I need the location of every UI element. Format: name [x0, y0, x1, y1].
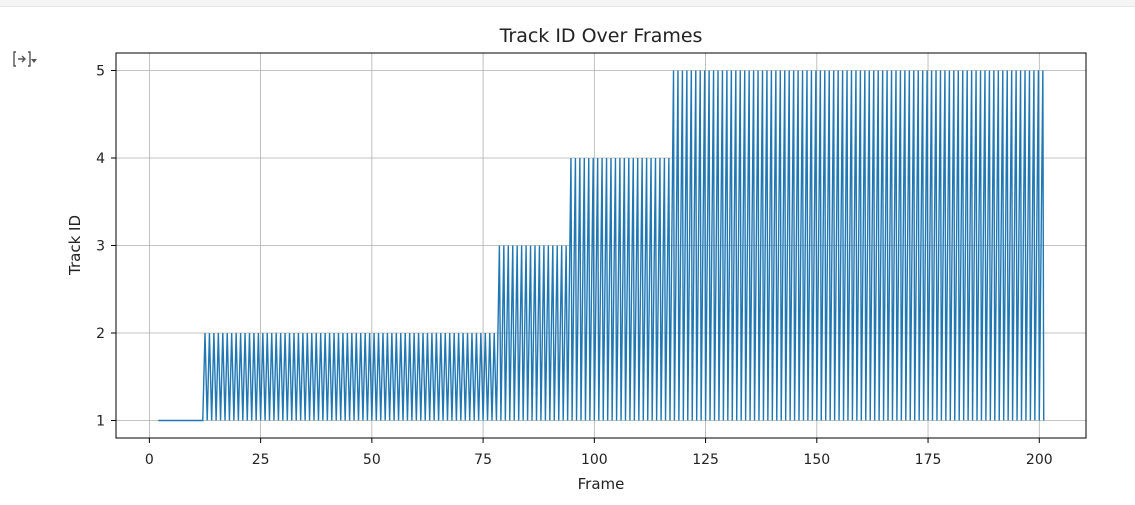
y-tick-label: 5: [96, 64, 105, 80]
x-tick-label: 150: [803, 452, 830, 468]
x-tick-label: 75: [474, 452, 492, 468]
x-tick-label: 200: [1026, 452, 1053, 468]
series-line: [158, 70, 1045, 422]
y-axis-label: Track ID: [66, 215, 84, 276]
y-axis-ticks: 1 2 3 4 5: [96, 64, 116, 430]
x-tick-label: 50: [363, 452, 381, 468]
cell-top-bar: [0, 0, 1135, 7]
x-axis-ticks: 0 25 50 75 100 125 150 175 200: [145, 438, 1053, 468]
x-axis-label: Frame: [578, 475, 625, 493]
x-tick-label: 0: [145, 452, 154, 468]
track-id-series: [158, 70, 1045, 422]
output-toggle-icon[interactable]: [10, 48, 38, 72]
chart-title: Track ID Over Frames: [499, 25, 703, 47]
y-tick-label: 2: [96, 326, 105, 342]
y-tick-label: 4: [96, 151, 105, 167]
x-tick-label: 175: [915, 452, 942, 468]
x-tick-label: 25: [252, 452, 270, 468]
x-tick-label: 100: [581, 452, 608, 468]
y-tick-label: 3: [96, 239, 105, 255]
y-tick-label: 1: [96, 414, 105, 430]
x-tick-label: 125: [692, 452, 719, 468]
